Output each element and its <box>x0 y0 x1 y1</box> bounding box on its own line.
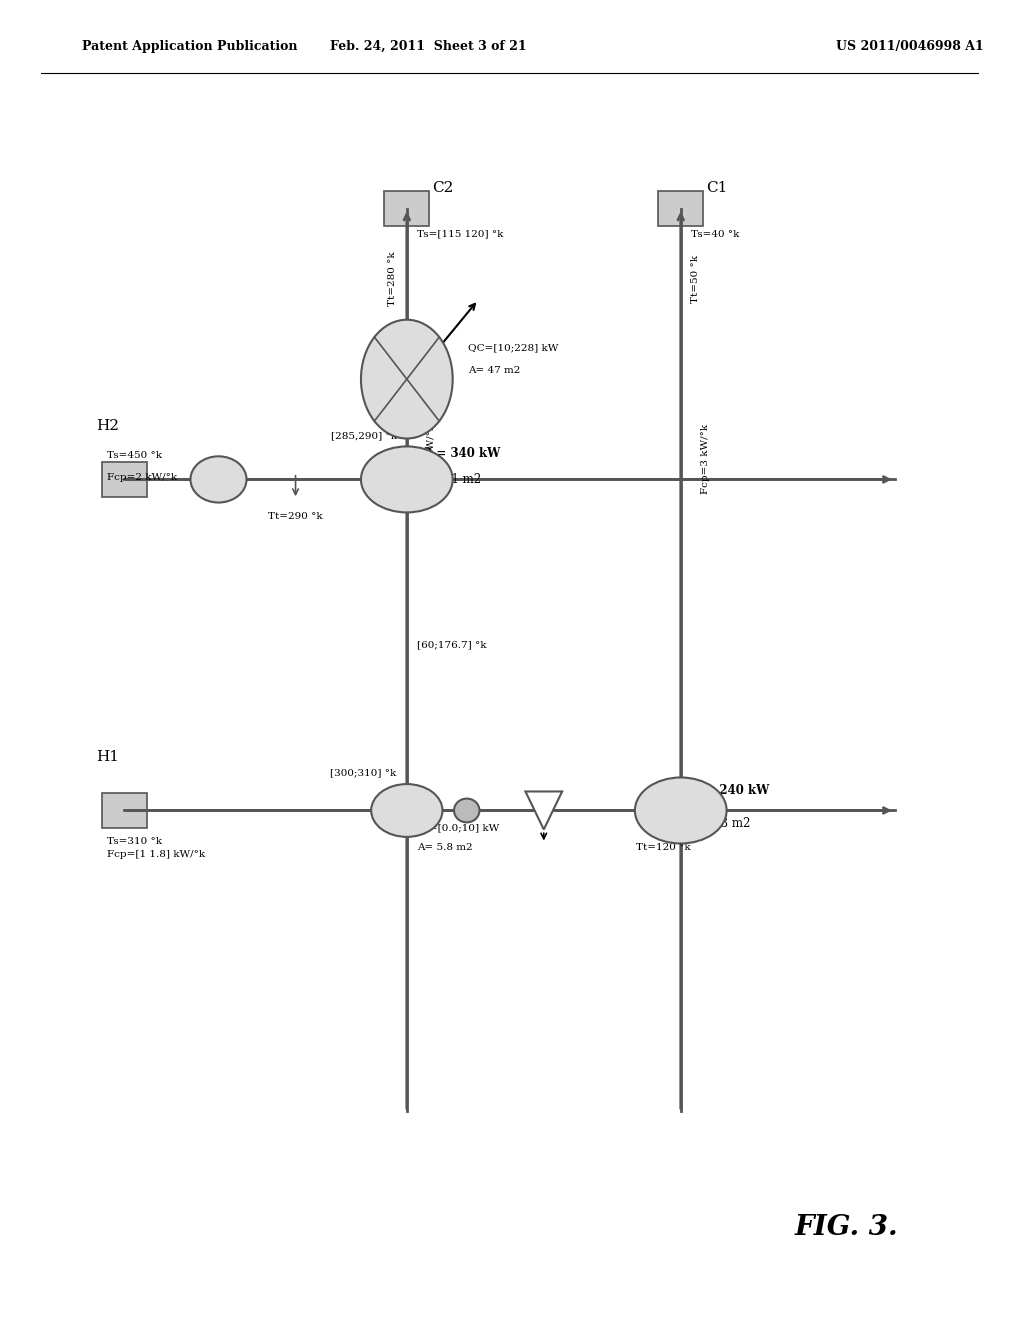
Ellipse shape <box>371 784 442 837</box>
Text: [285,290] °k: [285,290] °k <box>331 430 396 440</box>
Text: H1: H1 <box>95 750 119 764</box>
Text: A= 47 m2: A= 47 m2 <box>468 366 520 375</box>
Text: QC=[10;228] kW: QC=[10;228] kW <box>468 343 558 352</box>
Text: Fcp=2 kW/°k: Fcp=2 kW/°k <box>108 473 177 482</box>
Text: Fcp=[1 1.8] kW/°k: Fcp=[1 1.8] kW/°k <box>108 850 206 859</box>
Text: Fcp=3 kW/°k: Fcp=3 kW/°k <box>701 424 710 495</box>
Text: H2: H2 <box>95 420 119 433</box>
Text: Tt=50 °k: Tt=50 °k <box>691 255 700 302</box>
Bar <box>384 191 429 226</box>
Ellipse shape <box>635 777 727 843</box>
Text: C1: C1 <box>707 181 728 195</box>
Ellipse shape <box>361 446 453 512</box>
Text: C2: C2 <box>432 181 454 195</box>
Text: A= 5.8 m2: A= 5.8 m2 <box>417 843 473 853</box>
Text: [60;176.7] °k: [60;176.7] °k <box>417 640 486 649</box>
Text: US 2011/0046998 A1: US 2011/0046998 A1 <box>836 40 983 53</box>
Text: Tt=290 °k: Tt=290 °k <box>268 512 323 521</box>
Text: Q =[0.0;10] kW: Q =[0.0;10] kW <box>417 824 500 833</box>
Text: Tt=280 °k: Tt=280 °k <box>388 252 396 306</box>
Polygon shape <box>525 792 562 829</box>
Bar <box>658 191 703 226</box>
Text: Ts=[115 120] °k: Ts=[115 120] °k <box>417 230 504 239</box>
Bar <box>102 462 146 496</box>
Text: Ts=40 °k: Ts=40 °k <box>691 230 739 239</box>
Text: Ts=310 °k: Ts=310 °k <box>108 837 162 846</box>
Text: Tt=120 °k: Tt=120 °k <box>636 843 691 853</box>
Text: Q = 340 kW: Q = 340 kW <box>422 446 501 459</box>
Ellipse shape <box>454 799 479 822</box>
Bar <box>102 793 146 828</box>
Text: Q = 240 kW: Q = 240 kW <box>691 784 769 797</box>
Text: Patent Application Publication: Patent Application Publication <box>82 40 297 53</box>
Text: Feb. 24, 2011  Sheet 3 of 21: Feb. 24, 2011 Sheet 3 of 21 <box>330 40 526 53</box>
Text: A= 21 m2: A= 21 m2 <box>422 473 481 486</box>
Circle shape <box>361 319 453 438</box>
Text: FIG. 3.: FIG. 3. <box>795 1214 898 1241</box>
Text: [300;310] °k: [300;310] °k <box>331 768 396 777</box>
Text: Ts=450 °k: Ts=450 °k <box>108 450 162 459</box>
Text: A= 33 m2: A= 33 m2 <box>691 817 751 830</box>
Ellipse shape <box>190 457 247 503</box>
Text: Fcp=2 kW/°k: Fcp=2 kW/°k <box>427 424 436 495</box>
